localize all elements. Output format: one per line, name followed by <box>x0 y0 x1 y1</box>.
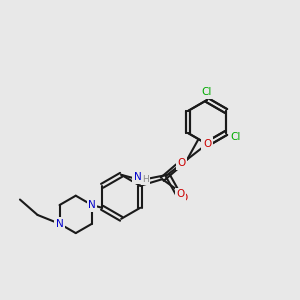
Text: Cl: Cl <box>231 132 241 142</box>
Text: N: N <box>88 200 96 210</box>
Text: N: N <box>56 219 63 229</box>
Text: O: O <box>179 193 188 202</box>
Text: H: H <box>142 175 149 184</box>
Text: N: N <box>134 172 141 182</box>
Text: O: O <box>203 139 211 149</box>
Text: Cl: Cl <box>202 87 212 97</box>
Text: O: O <box>178 158 186 168</box>
Text: O: O <box>176 189 185 199</box>
